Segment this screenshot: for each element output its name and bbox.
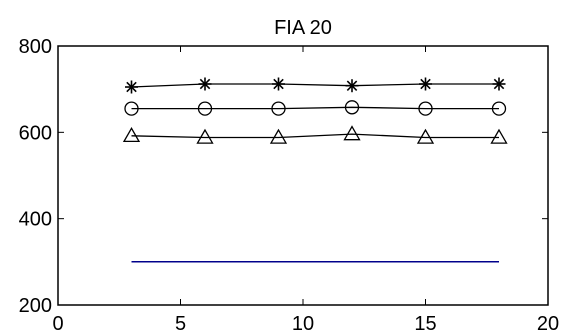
x-tick-label: 5 (175, 313, 186, 335)
triangle-marker (196, 128, 214, 144)
triangle-marker (490, 128, 508, 144)
star-stroke (420, 78, 431, 90)
y-tick-label: 400 (19, 209, 52, 231)
series-2 (124, 100, 507, 116)
circle-marker (124, 101, 139, 116)
star-marker (345, 79, 359, 93)
y-tick-label: 800 (19, 36, 52, 58)
x-tick-label: 15 (414, 313, 436, 335)
x-tick-label: 0 (52, 313, 63, 335)
circle-marker (491, 101, 507, 116)
star-marker (198, 77, 212, 91)
star-stroke (346, 80, 358, 91)
series-3 (122, 125, 508, 144)
star-marker (492, 77, 506, 91)
x-tick-label: 20 (537, 313, 559, 335)
chart-title: FIA 20 (274, 17, 332, 39)
x-tick-label: 10 (292, 313, 314, 335)
circle-marker (418, 101, 433, 116)
triangle-marker (416, 128, 435, 144)
circle-marker (344, 100, 360, 115)
star-stroke (493, 78, 505, 90)
series-1 (125, 77, 506, 94)
series-layer (122, 77, 508, 263)
star-stroke (273, 78, 284, 90)
circle-marker (271, 101, 286, 116)
star-marker (125, 80, 138, 94)
triangle-marker (343, 125, 361, 141)
star-marker (272, 77, 285, 91)
axis-ticks: 0 5 10 15 20 200 400 600 800 (19, 36, 560, 335)
star-stroke (126, 81, 137, 93)
triangle-marker (122, 126, 141, 143)
series-1-line (131, 83, 499, 88)
circle-marker (197, 101, 213, 116)
series-3-line (131, 133, 499, 139)
star-stroke (199, 78, 211, 90)
series-2-line (131, 106, 499, 110)
triangle-marker (269, 128, 288, 144)
y-tick-label: 200 (19, 295, 52, 317)
star-marker (419, 77, 432, 91)
y-tick-label: 600 (19, 122, 52, 144)
